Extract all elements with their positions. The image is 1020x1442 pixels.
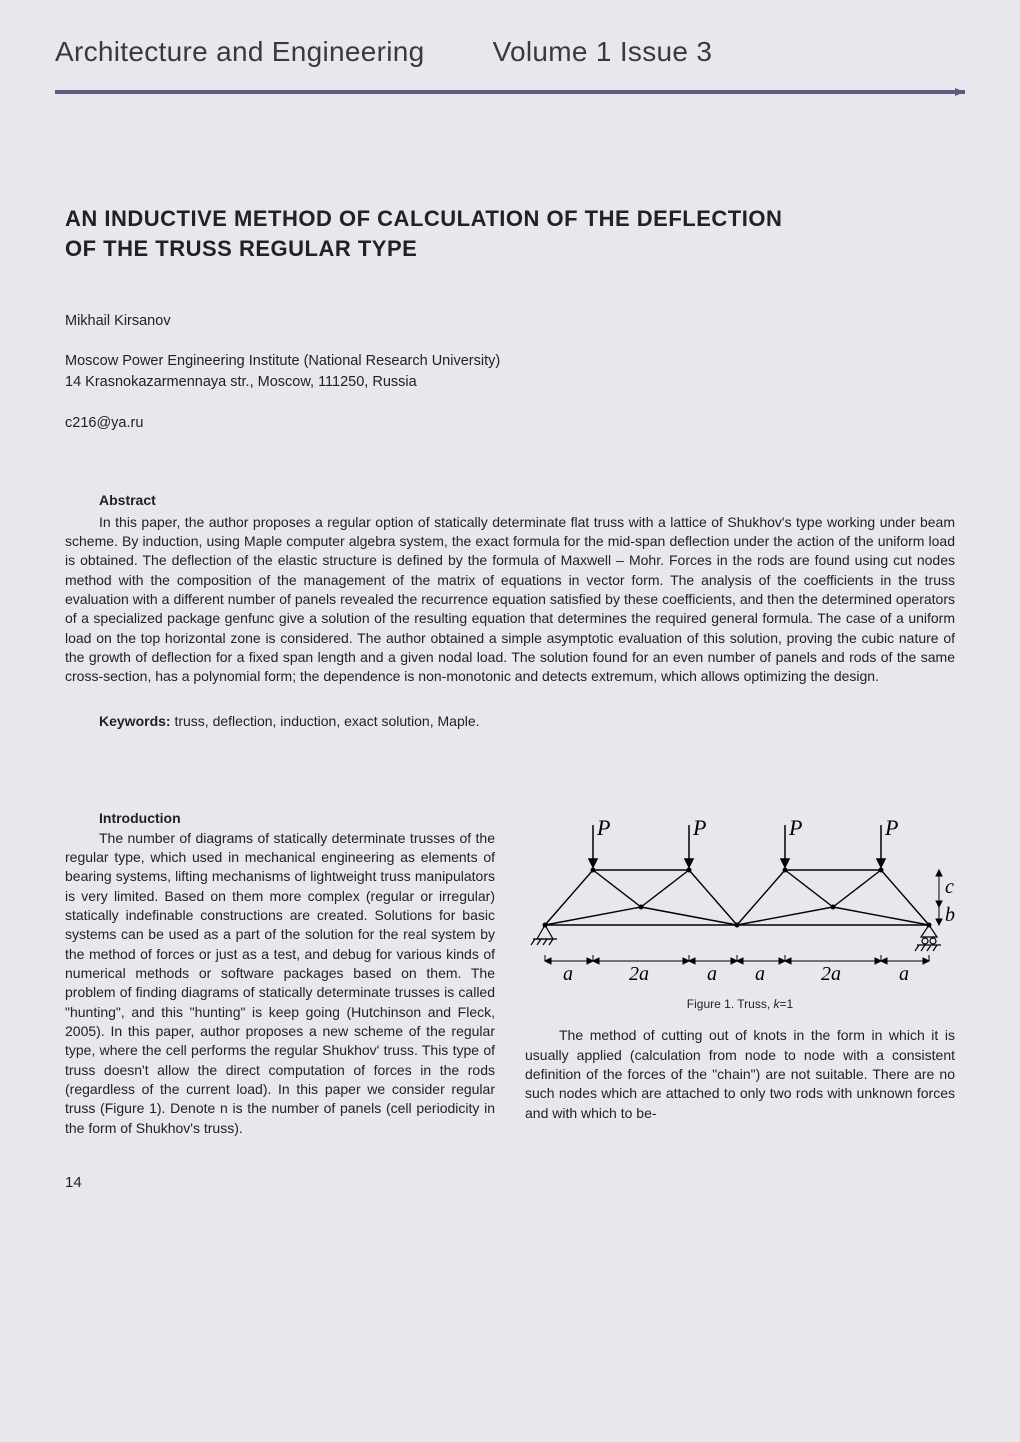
affiliation-line-2: 14 Krasnokazarmennaya str., Moscow, 1112… bbox=[65, 374, 417, 390]
paper-title: AN INDUCTIVE METHOD OF CALCULATION OF TH… bbox=[65, 204, 955, 263]
right-column: P P P P bbox=[525, 809, 955, 1138]
page-number: 14 bbox=[0, 1168, 1020, 1213]
fig-label-P2: P bbox=[692, 815, 706, 840]
title-line-1: AN INDUCTIVE METHOD OF CALCULATION OF TH… bbox=[65, 206, 782, 231]
left-column: Introduction The number of diagrams of s… bbox=[65, 809, 495, 1138]
intro-para-span: The number of diagrams of statically det… bbox=[65, 830, 495, 1136]
author-email: c216@ya.ru bbox=[65, 415, 955, 431]
affiliation-line-1: Moscow Power Engineering Institute (Nati… bbox=[65, 353, 500, 369]
fig-label-c: c bbox=[945, 876, 954, 898]
figure-1: P P P P bbox=[525, 815, 955, 1013]
fig-label-P4: P bbox=[884, 815, 898, 840]
journal-title: Architecture and Engineering bbox=[55, 36, 425, 67]
fig-cap-prefix: Figure 1. Truss, bbox=[687, 997, 774, 1011]
fig-label-P1: P bbox=[596, 815, 610, 840]
right-column-para: The method of cutting out of knots in th… bbox=[525, 1026, 955, 1123]
fig-dim-2a1: 2a bbox=[629, 963, 649, 985]
truss-diagram-svg: P P P P bbox=[525, 815, 955, 985]
header-rule bbox=[55, 90, 965, 94]
abstract-text: In this paper, the author proposes a reg… bbox=[65, 513, 955, 687]
fig-label-P3: P bbox=[788, 815, 802, 840]
introduction-text: The number of diagrams of statically det… bbox=[65, 829, 495, 1138]
fig-dim-a1: a bbox=[563, 963, 573, 985]
abstract-block: Abstract In this paper, the author propo… bbox=[65, 491, 955, 686]
journal-header: Architecture and Engineering Volume 1 Is… bbox=[0, 0, 1020, 80]
fig-dim-a3: a bbox=[755, 963, 765, 985]
two-column-body: Introduction The number of diagrams of s… bbox=[65, 809, 955, 1138]
introduction-heading: Introduction bbox=[65, 809, 495, 828]
abstract-heading: Abstract bbox=[99, 491, 955, 510]
page-content: AN INDUCTIVE METHOD OF CALCULATION OF TH… bbox=[0, 94, 1020, 1168]
affiliation: Moscow Power Engineering Institute (Nati… bbox=[65, 351, 955, 393]
fig-dim-a4: a bbox=[899, 963, 909, 985]
fig-cap-suffix: =1 bbox=[780, 997, 794, 1011]
fig-dim-a2: a bbox=[707, 963, 717, 985]
author-name: Mikhail Kirsanov bbox=[65, 313, 955, 329]
keywords-line: Keywords: truss, deflection, induction, … bbox=[65, 713, 955, 729]
volume-issue: Volume 1 Issue 3 bbox=[493, 36, 713, 67]
figure-1-caption: Figure 1. Truss, k=1 bbox=[525, 996, 955, 1013]
fig-label-b: b bbox=[945, 904, 955, 926]
title-line-2: OF THE TRUSS REGULAR TYPE bbox=[65, 236, 417, 261]
keywords-text: truss, deflection, induction, exact solu… bbox=[171, 713, 480, 729]
fig-dim-2a2: 2a bbox=[821, 963, 841, 985]
keywords-label: Keywords: bbox=[99, 713, 171, 729]
